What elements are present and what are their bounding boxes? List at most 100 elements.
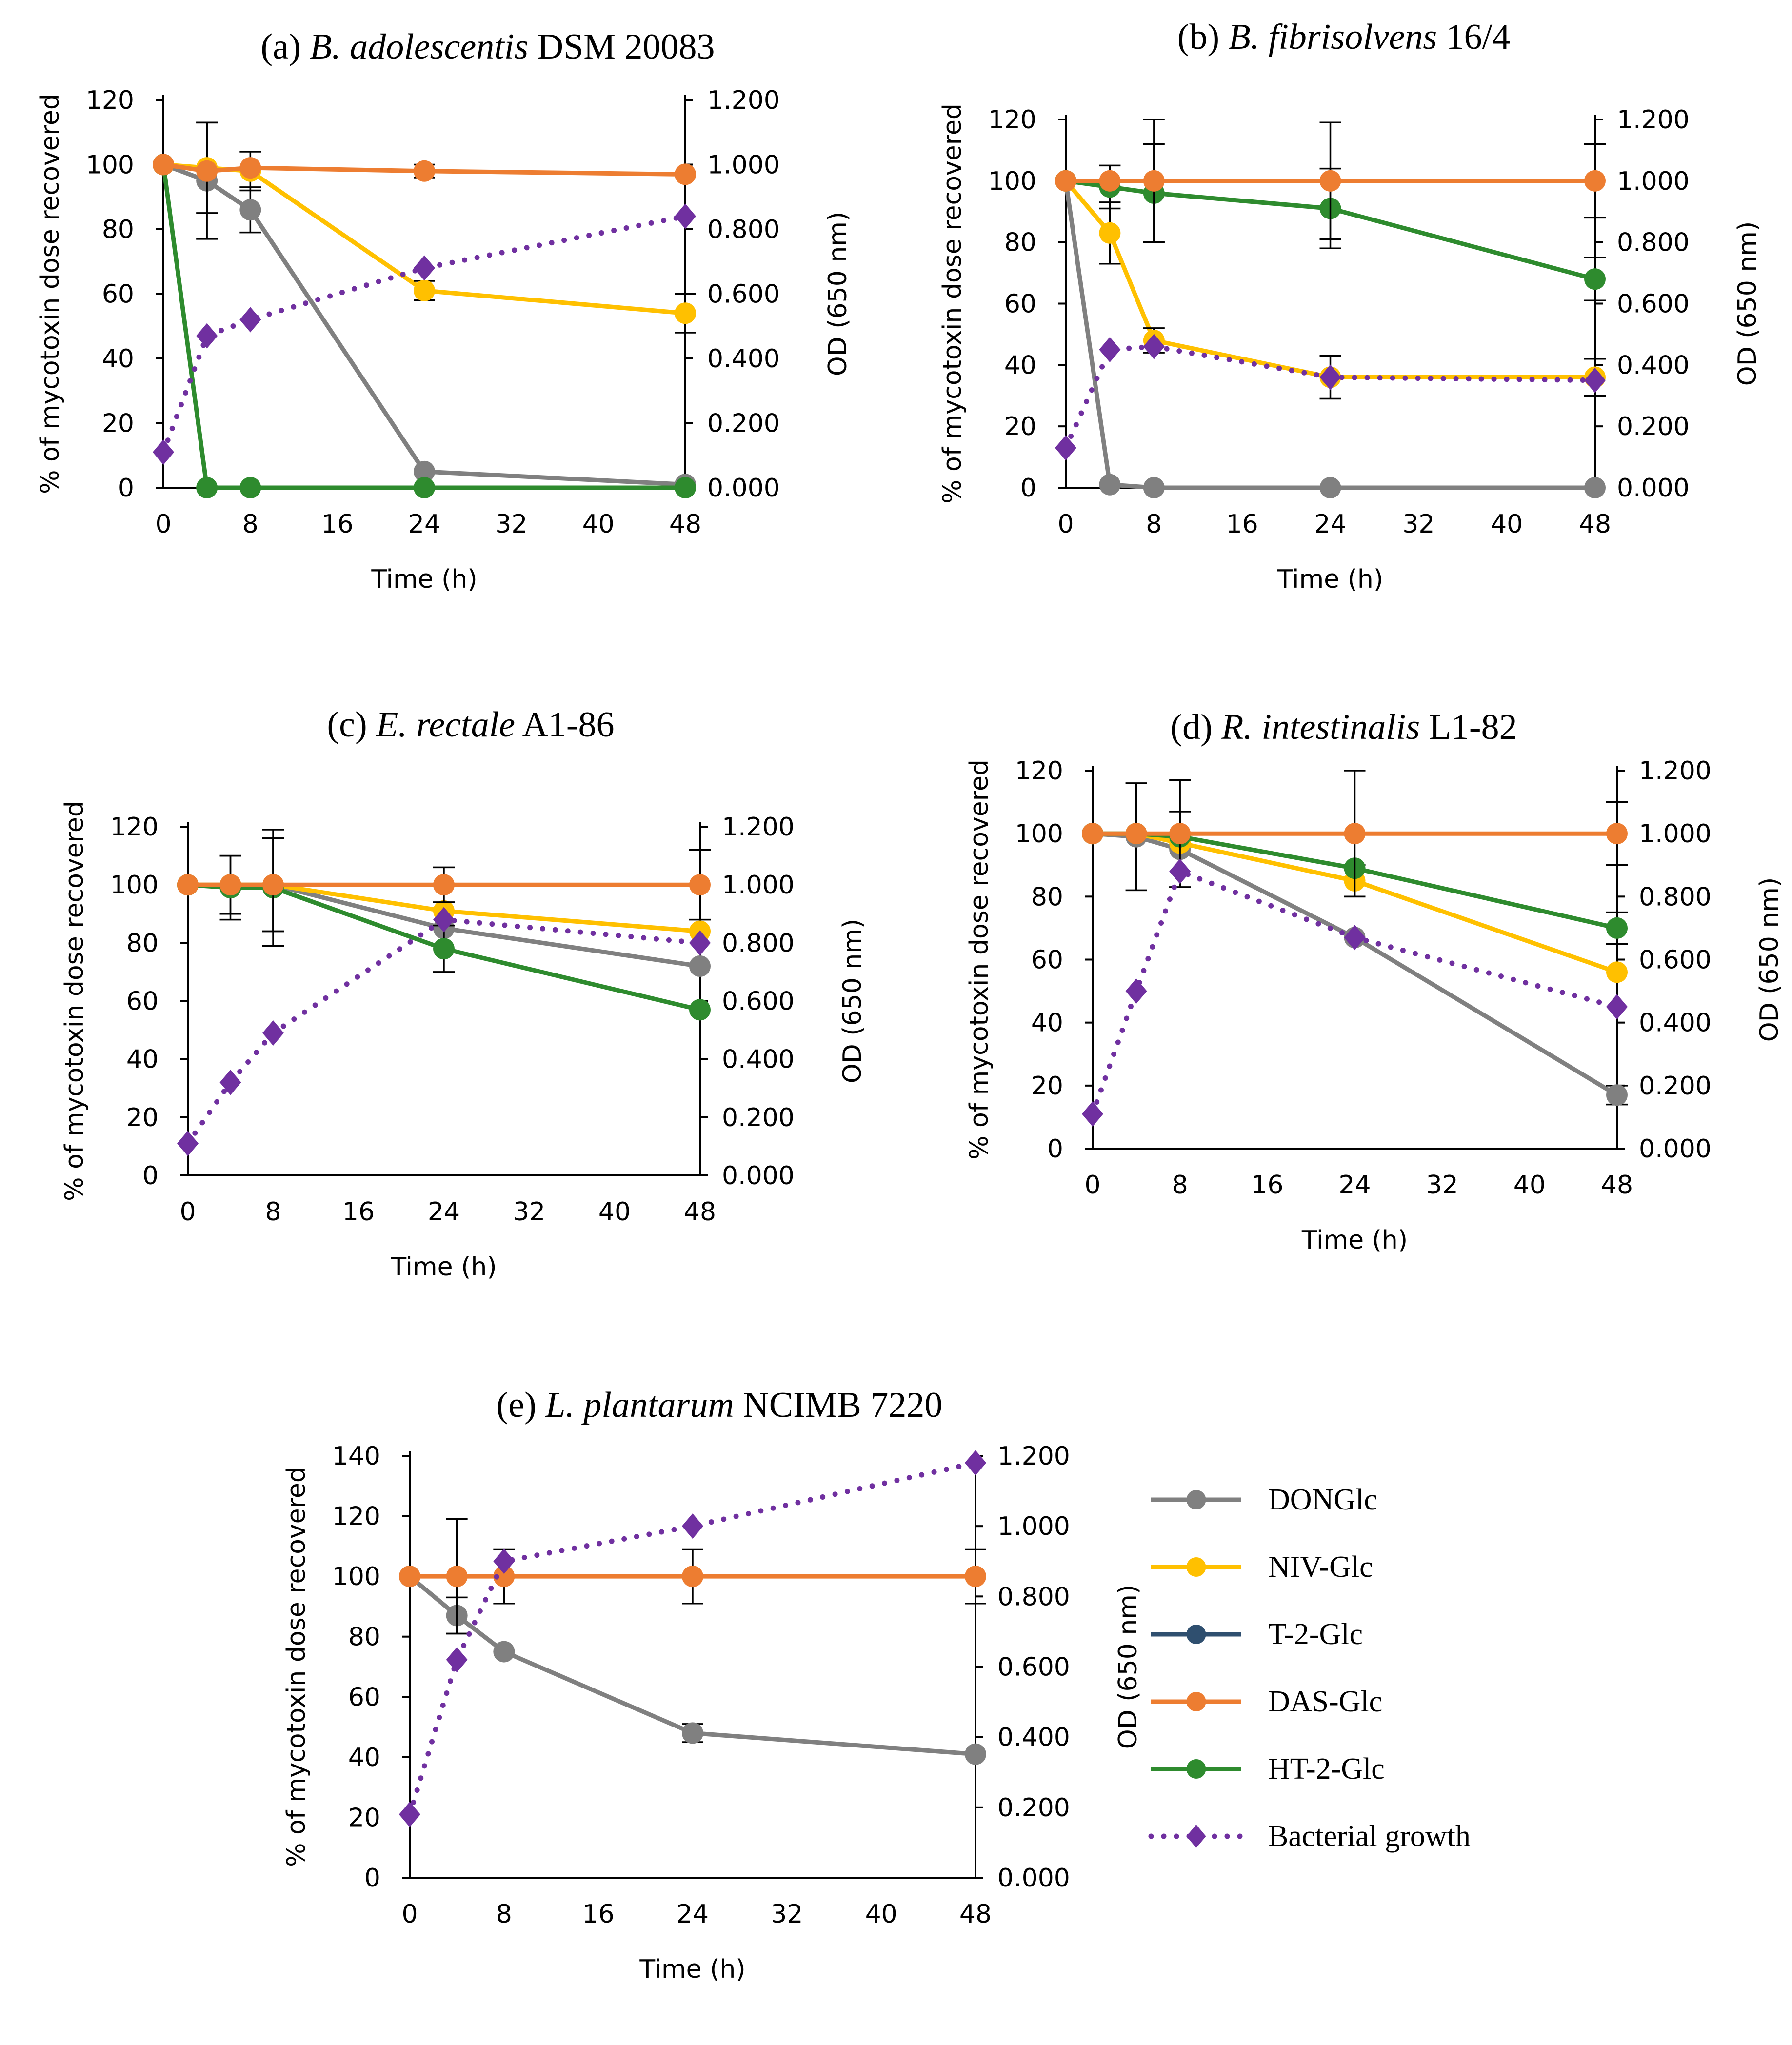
- y2-axis-label: OD (650 nm): [1755, 877, 1784, 1042]
- chart-title: (a) B. adolescentis DSM 20083: [260, 27, 715, 67]
- data-point-HT2: [414, 477, 435, 498]
- x-tick-label: 32: [513, 1197, 545, 1227]
- y-axis-label: % of mycotoxin dose recovered: [938, 103, 967, 504]
- data-point-HT2: [675, 477, 696, 498]
- data-point-DAS: [177, 874, 199, 896]
- y2-tick-label: 0.800: [1639, 882, 1712, 912]
- y2-tick-label: 0.400: [707, 344, 780, 374]
- y-tick-label: 40: [1031, 1009, 1063, 1038]
- series-growth: [1082, 858, 1628, 1127]
- legend-label: T-2-Glc: [1268, 1618, 1363, 1651]
- legend-swatch-marker: [1186, 1557, 1206, 1577]
- chart-title: (d) R. intestinalis L1-82: [1170, 707, 1517, 747]
- y-tick-label: 80: [126, 929, 159, 958]
- y-tick-label: 60: [348, 1683, 380, 1712]
- y-tick-label: 0: [1047, 1134, 1063, 1164]
- x-tick-label: 8: [1146, 510, 1162, 539]
- title-prefix: (a): [260, 27, 310, 67]
- x-tick-label: 0: [179, 1197, 196, 1227]
- y2-tick-label: 0.200: [1639, 1072, 1712, 1101]
- y-tick-label: 120: [332, 1502, 380, 1531]
- y-tick-label: 100: [86, 151, 134, 180]
- title-italic: E. rectale: [376, 705, 515, 745]
- y2-tick-label: 0.200: [1617, 412, 1690, 441]
- x-tick-label: 40: [598, 1197, 631, 1227]
- legend-label: DONGlc: [1268, 1483, 1377, 1516]
- y2-tick-label: 0.000: [1639, 1134, 1712, 1164]
- y-tick-label: 40: [126, 1045, 159, 1074]
- data-point-HT2: [1584, 268, 1606, 290]
- panel-b: (b) B. fibrisolvens 16/40204060801001200…: [938, 17, 1762, 594]
- x-tick-label: 16: [1226, 510, 1258, 539]
- data-point-DAS: [262, 874, 284, 896]
- data-point-growth: [1099, 337, 1121, 362]
- legend-item-HT2: HT-2-Glc: [1151, 1752, 1385, 1786]
- title-italic: R. intestinalis: [1221, 707, 1420, 747]
- series-line-growth: [160, 214, 688, 455]
- y2-tick-label: 1.200: [707, 86, 780, 115]
- data-point-growth: [682, 1513, 703, 1539]
- data-point-growth: [1344, 925, 1366, 951]
- data-point-NIV: [675, 302, 696, 324]
- data-point-DAS: [414, 160, 435, 182]
- y-tick-label: 20: [102, 409, 134, 438]
- data-point-DONGlc: [965, 1743, 986, 1765]
- data-point-HT2: [239, 477, 261, 498]
- y2-tick-label: 1.000: [1617, 167, 1690, 196]
- x-tick-label: 8: [496, 1900, 512, 1929]
- data-point-DAS: [689, 874, 711, 896]
- series-line-growth: [1090, 868, 1620, 1117]
- data-point-DAS: [1344, 823, 1366, 845]
- title-italic: L. plantarum: [545, 1385, 734, 1425]
- data-point-DONGlc: [414, 460, 435, 482]
- data-point-growth: [153, 439, 174, 465]
- data-point-DAS: [446, 1566, 468, 1588]
- data-point-DONGlc: [239, 199, 261, 221]
- y2-tick-label: 0.200: [707, 409, 780, 438]
- data-point-DAS: [1584, 170, 1606, 192]
- panel-a: (a) B. adolescentis DSM 2008302040608010…: [36, 27, 853, 594]
- legend-swatch-marker: [1186, 1490, 1206, 1509]
- y-tick-label: 80: [348, 1623, 380, 1652]
- title-suffix: 16/4: [1437, 17, 1510, 57]
- y2-tick-label: 0.600: [1639, 946, 1712, 975]
- legend-swatch-marker: [1186, 1759, 1206, 1779]
- data-point-DAS: [196, 160, 218, 182]
- x-tick-label: 32: [1402, 510, 1434, 539]
- data-point-DAS: [1319, 170, 1341, 192]
- y-tick-label: 20: [1031, 1072, 1063, 1101]
- data-point-HT2: [196, 477, 218, 498]
- data-point-HT2: [689, 999, 711, 1021]
- y-axis-label: % of mycotoxin dose recovered: [965, 759, 994, 1160]
- y-tick-label: 140: [332, 1442, 380, 1471]
- x-tick-label: 32: [1426, 1171, 1458, 1200]
- y2-tick-label: 0.600: [1617, 290, 1690, 319]
- data-point-NIV: [1606, 961, 1628, 983]
- y2-tick-label: 1.000: [722, 871, 795, 900]
- y2-tick-label: 0.800: [722, 929, 795, 958]
- data-point-DONGlc: [689, 955, 711, 977]
- title-prefix: (b): [1177, 17, 1229, 57]
- x-tick-label: 8: [1172, 1171, 1188, 1200]
- title-italic: B. fibrisolvens: [1229, 17, 1437, 57]
- y2-tick-label: 0.200: [722, 1103, 795, 1132]
- y-tick-label: 100: [332, 1562, 380, 1591]
- series-line-growth: [407, 1460, 978, 1817]
- series-growth: [177, 907, 711, 1156]
- y2-tick-label: 0.000: [707, 474, 780, 503]
- y-tick-label: 80: [1004, 228, 1036, 258]
- x-tick-label: 16: [321, 510, 354, 539]
- data-point-growth: [414, 255, 435, 281]
- y-tick-label: 120: [110, 813, 159, 842]
- data-point-NIV: [1099, 222, 1121, 244]
- x-axis-label: Time (h): [1277, 565, 1383, 594]
- data-point-DAS: [153, 154, 174, 176]
- data-point-DONGlc: [1319, 477, 1341, 498]
- data-point-growth: [689, 930, 711, 956]
- chart-title: (b) B. fibrisolvens 16/4: [1177, 17, 1510, 57]
- x-tick-label: 40: [1513, 1171, 1546, 1200]
- y-axis-label: % of mycotoxin dose recovered: [60, 801, 89, 1201]
- data-point-growth: [1584, 367, 1606, 393]
- x-axis-label: Time (h): [1301, 1226, 1408, 1255]
- title-prefix: (c): [327, 705, 376, 745]
